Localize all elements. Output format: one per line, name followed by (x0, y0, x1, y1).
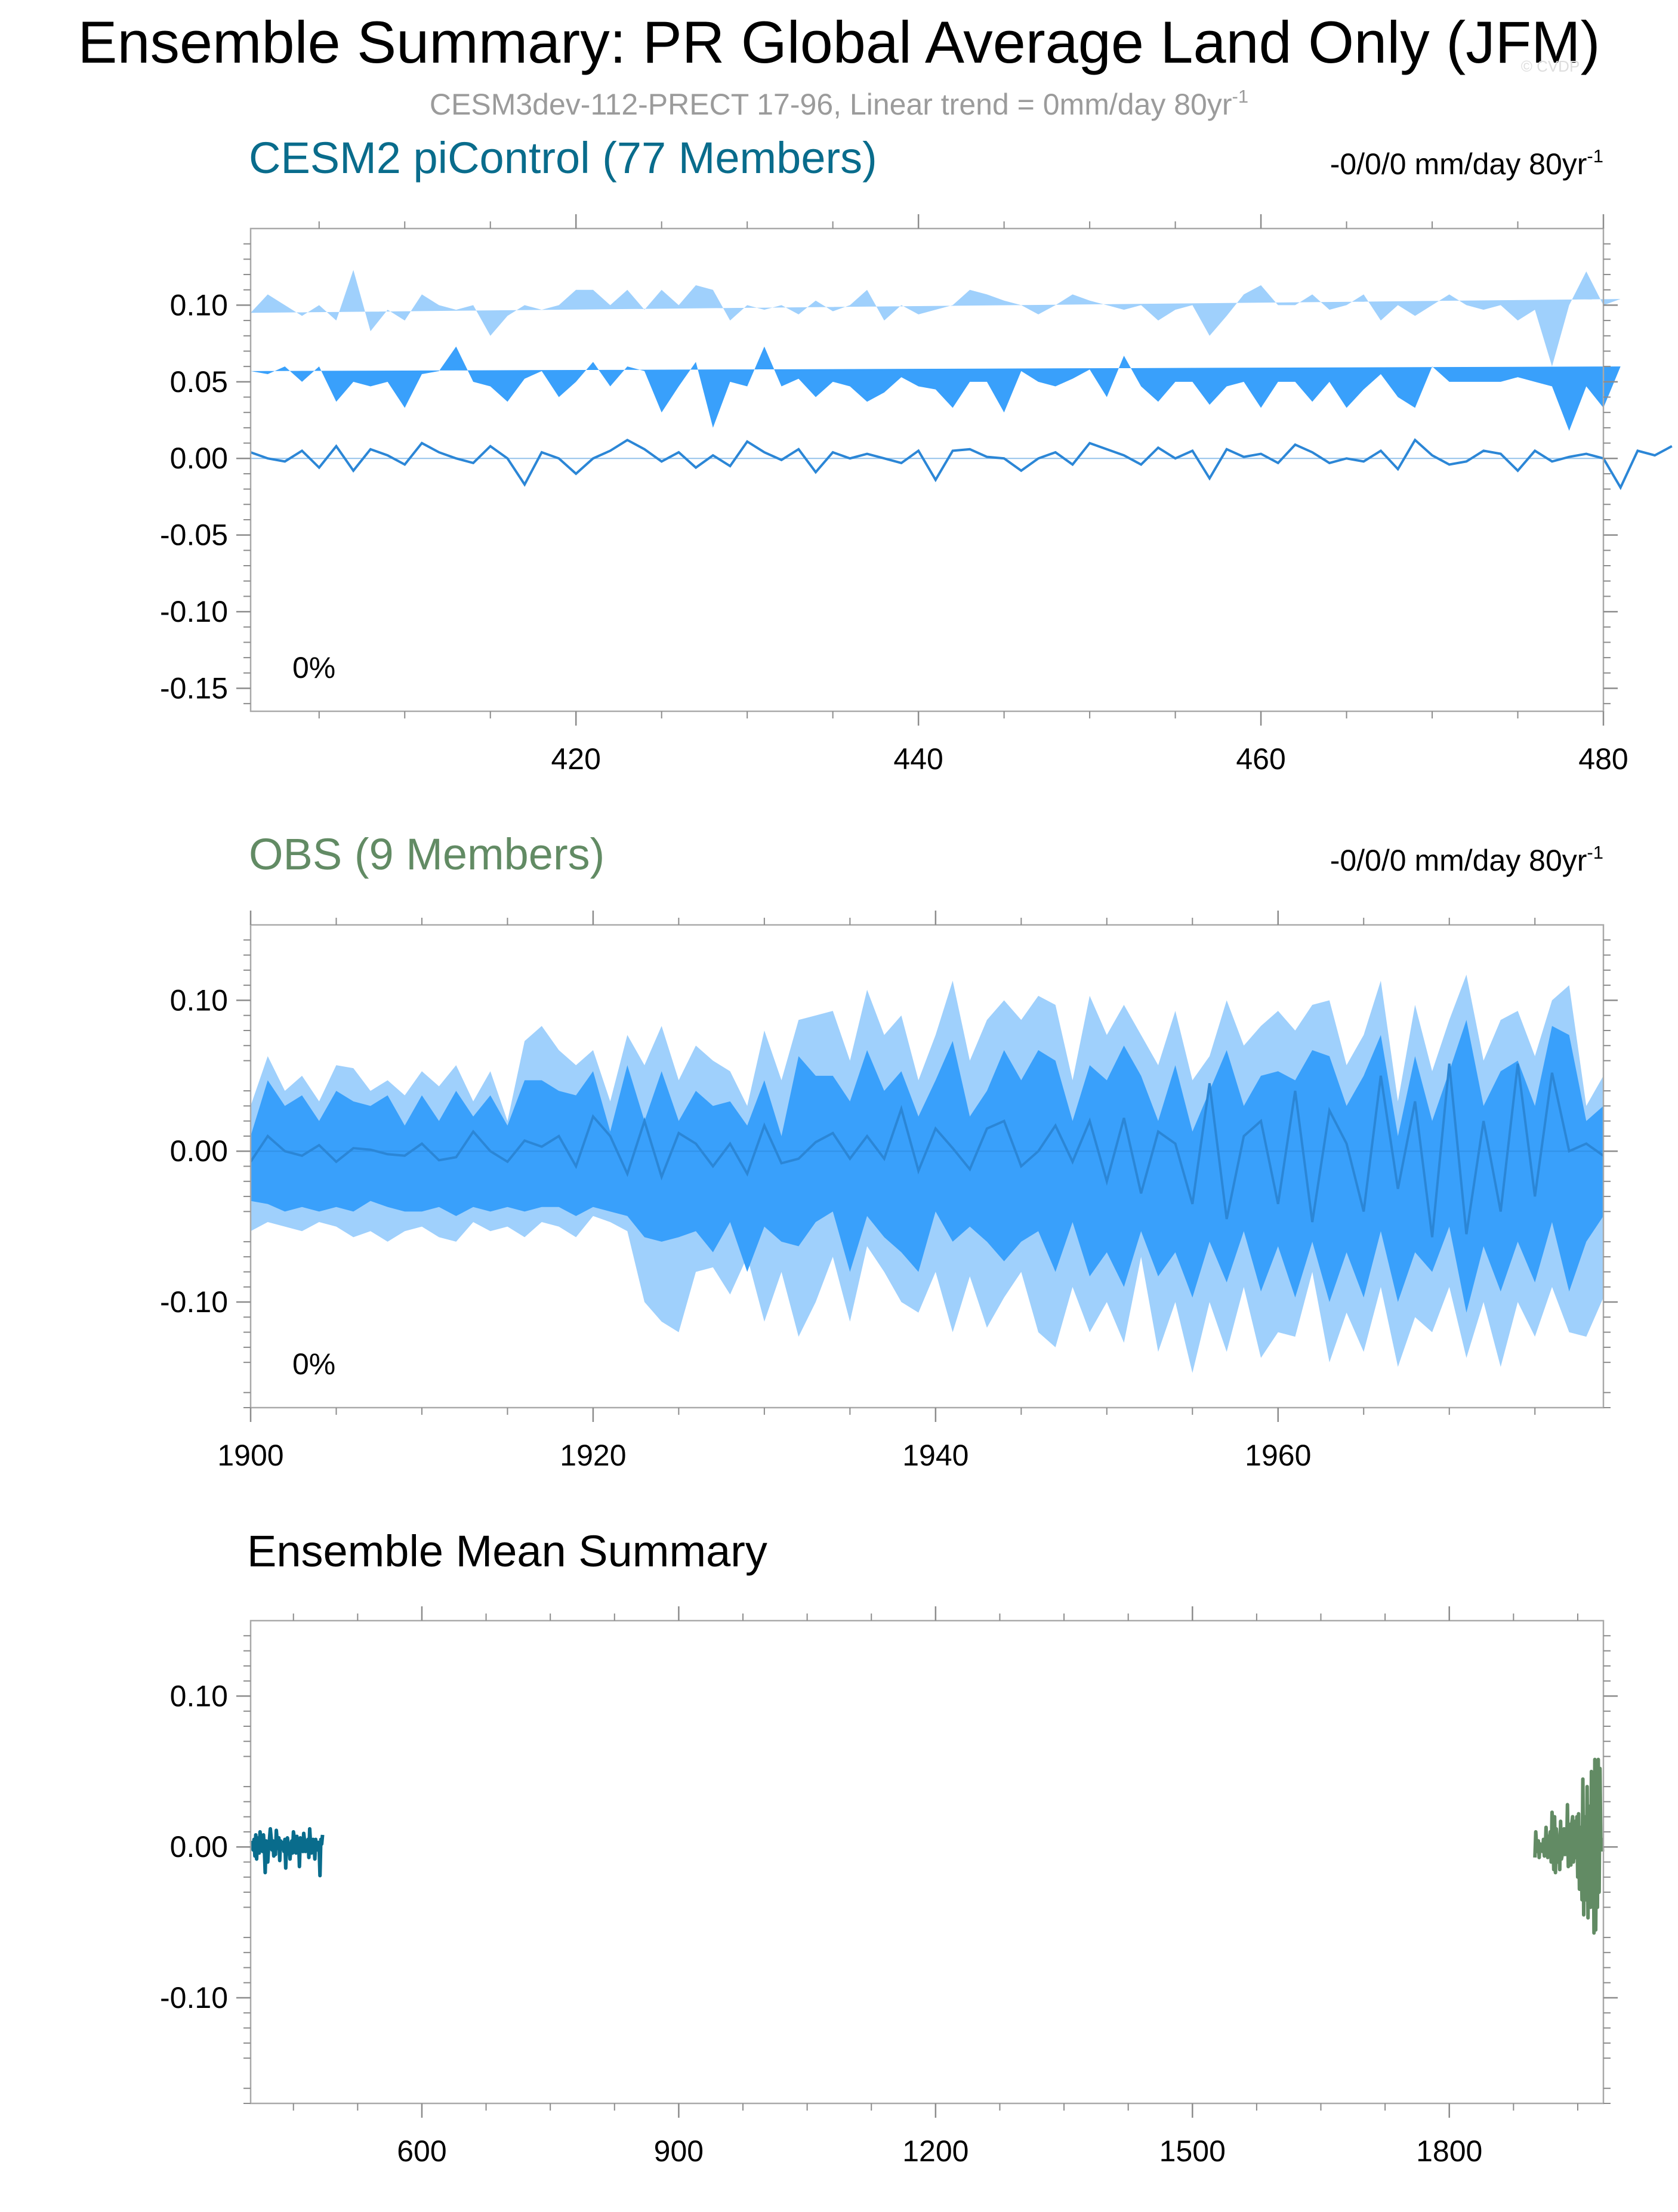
model-panel: CESM2 piControl (77 Members) -0/0/0 mm/d… (160, 133, 1673, 776)
obs-x-tick-label: 1960 (1245, 1439, 1311, 1472)
ensemble-mean-y-tick-label: 0.10 (170, 1679, 228, 1713)
ensemble-mean-plot-frame (249, 1619, 1605, 2105)
obs-mean-series-line (1533, 1757, 1605, 1935)
ensemble-mean-x-tick-label: 1500 (1159, 2134, 1226, 2168)
model-x-tick-label: 480 (1578, 742, 1628, 776)
obs-y-tick-label: 0.00 (170, 1134, 228, 1168)
obs-y-tick-label: -0.10 (160, 1285, 228, 1319)
model-inner-band (251, 346, 1621, 431)
obs-trend-label: -0/0/0 mm/day 80yr-1 (1330, 842, 1603, 877)
model-plot-frame (249, 227, 1605, 712)
model-percent-label: 0% (292, 651, 335, 684)
ensemble-mean-title: Ensemble Mean Summary (247, 1526, 767, 1576)
model-trend-text: -0/0/0 mm/day 80yr (1330, 147, 1587, 181)
obs-panel-title: OBS (9 Members) (249, 829, 604, 879)
figure-subtitle-sup: -1 (1232, 86, 1249, 107)
model-x-tick-label: 420 (551, 742, 601, 776)
model-y-tick-label: 0.00 (170, 442, 228, 475)
model-outer-band (251, 270, 1621, 367)
ensemble-mean-y-tick-label: -0.10 (160, 1981, 228, 2014)
model-x-tick-label: 440 (893, 742, 943, 776)
model-y-tick-label: -0.05 (160, 519, 228, 552)
model-ensemble-mean-line (250, 438, 1673, 490)
watermark: © CVDP (1521, 57, 1580, 75)
obs-x-tick-label: 1920 (560, 1439, 626, 1472)
ensemble-mean-x-tick-label: 600 (397, 2134, 446, 2168)
obs-x-tick-label: 1900 (217, 1439, 283, 1472)
model-y-tick-label: -0.10 (160, 595, 228, 628)
figure-subtitle-text: CESM3dev-112-PRECT 17-96, Linear trend =… (430, 88, 1232, 121)
obs-panel: OBS (9 Members) -0/0/0 mm/day 80yr-1 0.1… (160, 829, 1618, 1472)
ensemble-mean-y-tick-label: 0.00 (170, 1830, 228, 1864)
figure-subtitle: CESM3dev-112-PRECT 17-96, Linear trend =… (430, 86, 1248, 121)
ensemble-mean-x-tick-label: 1800 (1416, 2134, 1482, 2168)
ensemble-mean-panel: Ensemble Mean Summary 0.10 0.00 -0.10 600 90… (160, 1526, 1618, 2168)
obs-trend-text: -0/0/0 mm/day 80yr (1330, 844, 1587, 877)
obs-y-tick-label: 0.10 (170, 983, 228, 1017)
model-y-tick-label: 0.10 (170, 288, 228, 322)
model-trend-sup: -1 (1587, 146, 1603, 166)
ensemble-mean-x-tick-label: 900 (654, 2134, 704, 2168)
figure-title: Ensemble Summary: PR Global Average Land… (78, 9, 1600, 75)
obs-ensemble-mean-line (249, 1063, 1605, 1238)
obs-trend-sup: -1 (1587, 842, 1603, 863)
model-panel-title: CESM2 piControl (77 Members) (249, 133, 877, 183)
obs-percent-label: 0% (292, 1347, 335, 1381)
model-x-tick-label: 460 (1236, 742, 1285, 776)
obs-x-tick-label: 1940 (902, 1439, 968, 1472)
model-trend-label: -0/0/0 mm/day 80yr-1 (1330, 146, 1603, 181)
ensemble-mean-x-tick-label: 1200 (902, 2134, 968, 2168)
obs-inner-band (251, 1020, 1603, 1313)
model-mean-series-line (249, 1827, 325, 1878)
model-y-tick-label: 0.05 (170, 365, 228, 399)
model-y-tick-label: -0.15 (160, 671, 228, 705)
